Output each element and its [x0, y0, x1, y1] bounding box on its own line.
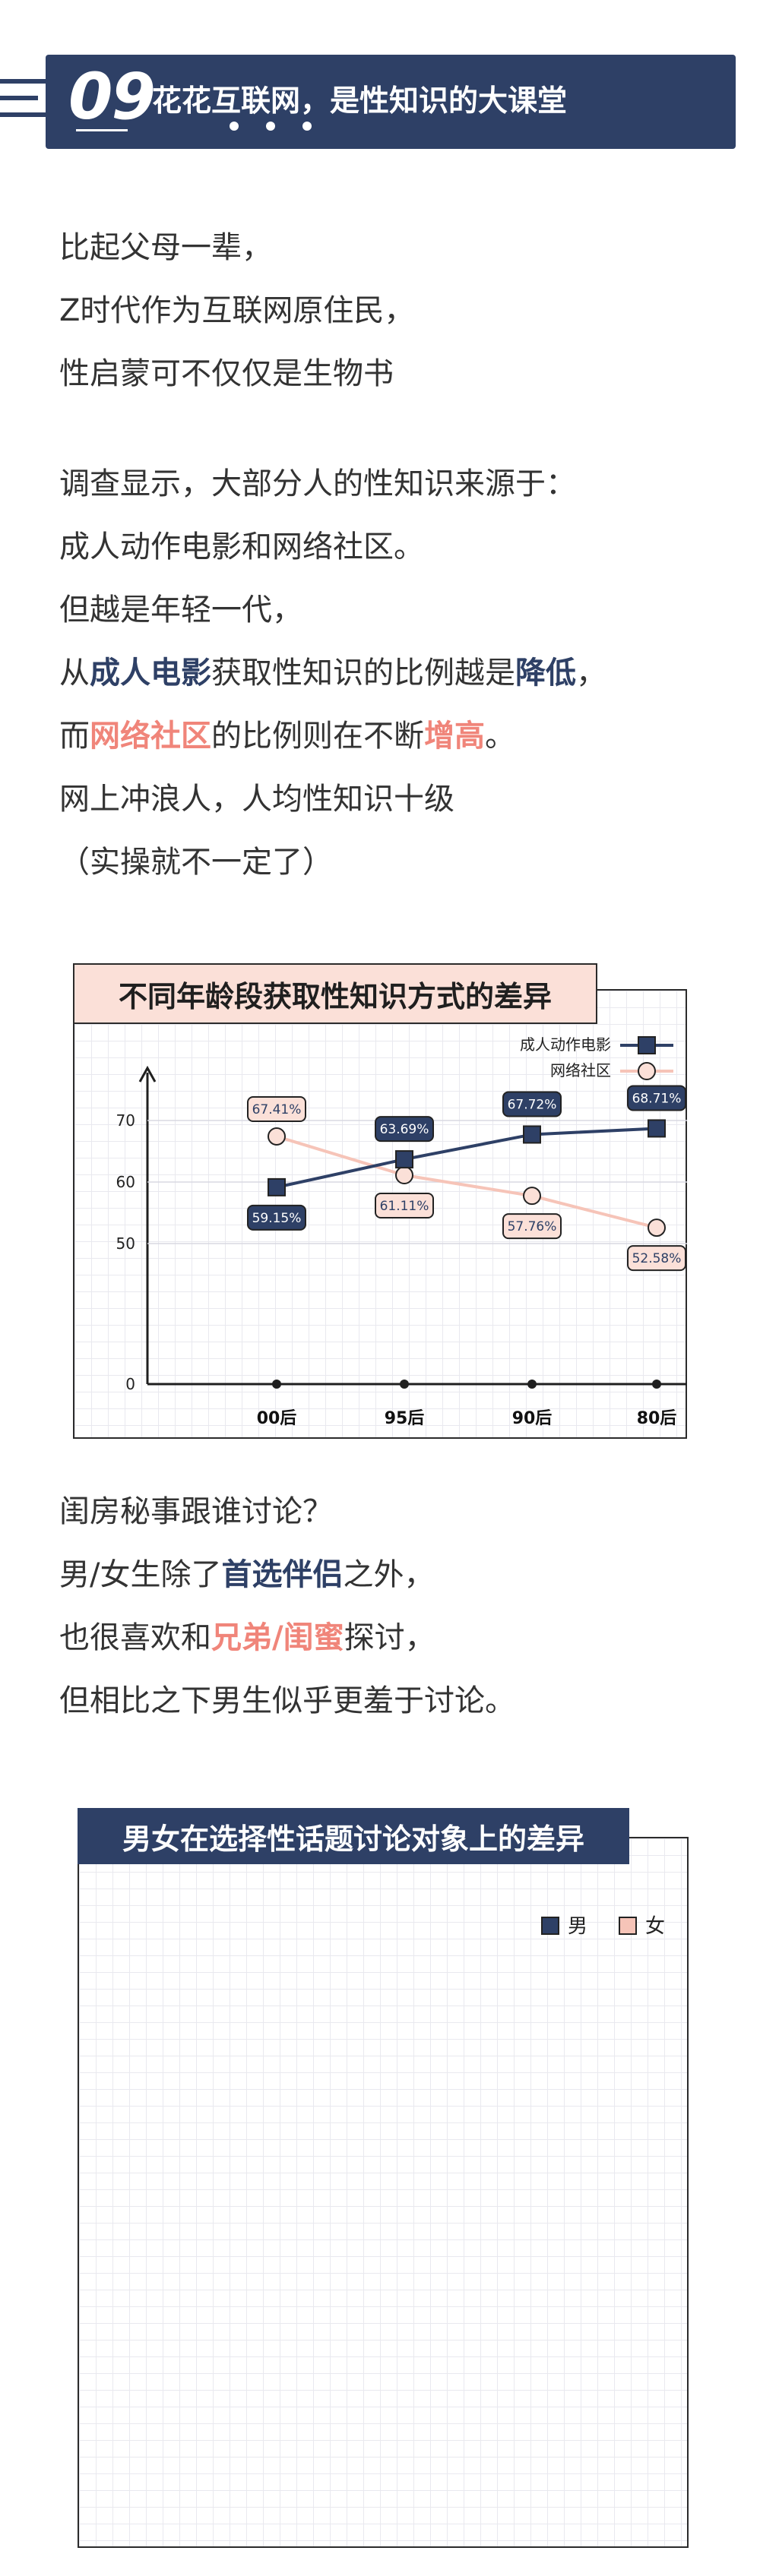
boudoir-line-2-b: 之外， — [343, 1557, 435, 1592]
survey-line-1: 调查显示，大部分人的性知识来源于： — [59, 466, 576, 501]
x-tick-dot — [527, 1380, 537, 1389]
boudoir-line-3-b: 探讨， — [344, 1620, 435, 1655]
legend-label-female: 女 — [645, 1915, 665, 1938]
legend-label-adult-film: 成人动作电影 — [520, 1035, 611, 1054]
intro-line-1: 比起父母一辈， — [59, 230, 272, 265]
header-deco-bar-1 — [0, 79, 53, 84]
adult-film-point — [268, 1177, 286, 1196]
survey-line-4: 从成人电影获取性知识的比例越是降低， — [59, 658, 606, 688]
header-deco-bar-2 — [0, 96, 38, 100]
survey-line-4-c: ， — [576, 656, 606, 691]
highlight-partner: 首选伴侣 — [221, 1557, 344, 1592]
highlight-friends: 兄弟/闺蜜 — [211, 1620, 344, 1655]
bar-chart: 男女伴侣58.61%62.26%父母/长辈1.3%3.67%闺蜜/兄弟46.9%… — [541, 1915, 665, 1938]
online-community-data-label: 57.76% — [508, 1219, 557, 1234]
section-title: 花花互联网，是性知识的大课堂 — [152, 84, 568, 119]
highlight-online-community: 网络社区 — [90, 719, 211, 754]
legend-swatch-female — [619, 1917, 637, 1935]
online-community-data-label-box — [375, 1193, 434, 1219]
y-tick-label: 0 — [125, 1375, 135, 1393]
legend-marker-online-community — [638, 1062, 656, 1080]
adult-film-data-label: 59.15% — [252, 1211, 302, 1226]
survey-line-2: 成人动作电影和网络社区。 — [59, 529, 424, 564]
intro-line-2: Z时代作为互联网原住民， — [59, 293, 415, 328]
number-underline — [76, 129, 128, 131]
legend-marker-adult-film — [638, 1036, 656, 1054]
boudoir-line-2: 男/女生除了首选伴侣之外， — [59, 1560, 434, 1590]
y-tick-label: 60 — [116, 1173, 135, 1191]
online-community-data-label-box — [502, 1213, 562, 1240]
adult-film-data-label: 67.72% — [508, 1097, 557, 1112]
adult-film-data-label-box — [375, 1116, 434, 1143]
boudoir-line-3-a: 也很喜欢和 — [59, 1620, 211, 1655]
x-tick-dot — [272, 1380, 281, 1389]
survey-line-4-b: 获取性知识的比例越是 — [211, 656, 515, 691]
y-tick-label: 70 — [116, 1111, 135, 1130]
online-community-data-label: 67.41% — [252, 1102, 302, 1117]
line-chart: 0 50 60 70 00后 95后 90后 80后 59.15% 63.69% 67.72% 68.… — [116, 1035, 687, 1428]
line-chart-title: 不同年龄段获取性知识方式的差异 — [73, 963, 597, 1024]
x-tick-label: 95后 — [385, 1409, 425, 1428]
header-dot-2 — [266, 122, 275, 131]
survey-line-7: （实操就不一定了） — [59, 845, 333, 880]
legend-swatch-male — [541, 1917, 559, 1935]
legend-label-male: 男 — [568, 1915, 587, 1938]
header-dot-3 — [302, 122, 312, 131]
boudoir-line-2-a: 男/女生除了 — [59, 1557, 222, 1592]
highlight-adult-film: 成人电影 — [90, 656, 211, 691]
highlight-decrease: 降低 — [515, 656, 576, 691]
online-community-data-label-box — [627, 1245, 686, 1272]
intro-line-3: 性启蒙可不仅仅是生物书 — [59, 356, 394, 391]
highlight-increase: 增高 — [424, 719, 485, 754]
section-number: 09 — [68, 59, 156, 134]
online-community-data-label-box — [247, 1095, 306, 1122]
y-axis-arrow — [138, 1065, 157, 1083]
adult-film-point — [523, 1125, 541, 1144]
x-tick-label: 00后 — [257, 1409, 297, 1428]
boudoir-line-1: 闺房秘事跟谁讨论？ — [59, 1494, 333, 1529]
series-online-community-line — [276, 1135, 657, 1230]
survey-line-5-a: 而 — [59, 719, 90, 754]
adult-film-data-label-box — [247, 1204, 306, 1231]
header-dot-1 — [230, 122, 239, 131]
x-tick-dot — [400, 1380, 409, 1389]
online-community-data-label: 52.58% — [632, 1251, 682, 1266]
online-community-data-label: 61.11% — [380, 1199, 429, 1214]
survey-line-5: 而网络社区的比例则在不断增高。 — [59, 721, 515, 751]
adult-film-data-label-box — [502, 1091, 562, 1117]
survey-line-5-b: 的比例则在不断 — [211, 719, 424, 754]
y-tick-label: 50 — [116, 1234, 135, 1253]
survey-line-3: 但越是年轻一代， — [59, 593, 302, 627]
adult-film-point — [648, 1119, 666, 1138]
survey-line-5-c: 。 — [485, 719, 515, 754]
x-tick-dot — [652, 1380, 661, 1389]
bar-chart-frame — [78, 1837, 689, 2548]
online-community-point — [268, 1127, 286, 1146]
online-community-point — [648, 1218, 666, 1237]
survey-line-4-a: 从 — [59, 656, 90, 691]
header-deco-bar-3 — [0, 112, 53, 117]
adult-film-data-label: 68.71% — [632, 1091, 682, 1106]
header-banner — [46, 55, 736, 149]
online-community-point — [523, 1187, 541, 1206]
boudoir-line-4: 但相比之下男生似乎更羞于讨论。 — [59, 1683, 515, 1718]
survey-line-6: 网上冲浪人，人均性知识十级 — [59, 782, 454, 817]
x-tick-label: 80后 — [637, 1409, 677, 1428]
adult-film-data-label: 63.69% — [380, 1122, 429, 1137]
boudoir-line-3: 也很喜欢和兄弟/闺蜜探讨， — [59, 1623, 435, 1653]
adult-film-data-label-box — [627, 1085, 686, 1111]
adult-film-point — [395, 1150, 413, 1169]
online-community-point — [395, 1166, 413, 1185]
x-tick-label: 90后 — [512, 1409, 553, 1428]
bar-chart-title: 男女在选择性话题讨论对象上的差异 — [78, 1808, 629, 1864]
legend-label-online-community: 网络社区 — [550, 1061, 611, 1079]
series-adult-film-line — [276, 1127, 657, 1189]
